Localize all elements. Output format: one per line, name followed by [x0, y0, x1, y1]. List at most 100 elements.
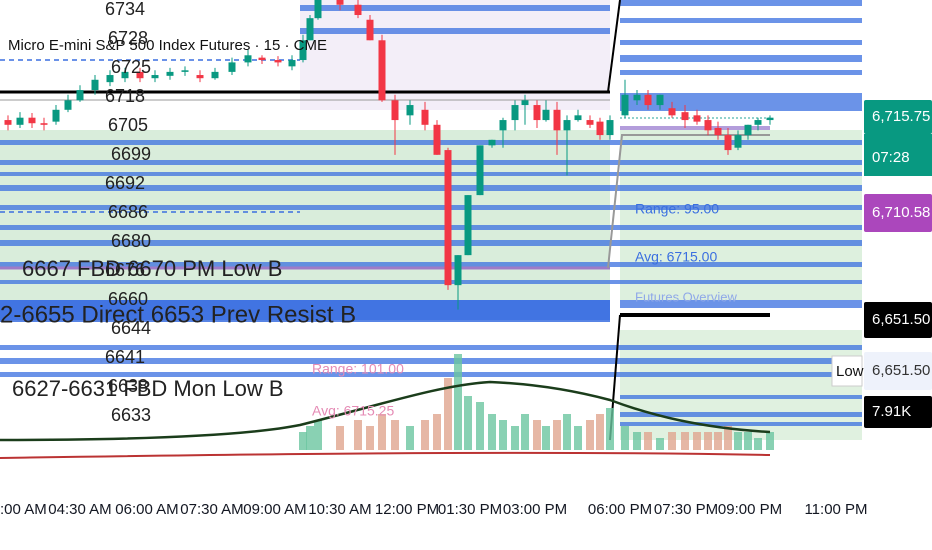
level-band: [620, 55, 862, 62]
candle-body: [421, 109, 429, 125]
level-band: [0, 280, 862, 284]
volume-bar: [299, 432, 307, 450]
candle-body: [196, 75, 204, 79]
level-label: 6718: [105, 86, 145, 106]
low-label-box: [831, 355, 863, 387]
level-band: [620, 422, 862, 426]
price-tag: [864, 100, 932, 134]
candle-body: [136, 71, 144, 79]
candle-body: [166, 71, 174, 76]
candle-body: [288, 60, 296, 67]
candle-body: [499, 120, 507, 131]
level-line: [607, 0, 621, 93]
zone-label: 6627-6631 FBD Mon Low B: [12, 376, 284, 401]
candle-body: [106, 75, 114, 83]
price-tag: [864, 396, 932, 428]
volume-bar: [488, 414, 496, 450]
time-label: 09:00 PM: [718, 501, 782, 518]
candle-body: [4, 120, 12, 125]
level-label: 6676: [105, 260, 145, 280]
candle-body: [354, 4, 362, 16]
volume-bar: [553, 420, 561, 450]
profile-stat: Range: 95.00: [635, 201, 719, 217]
time-label: 04:30 AM: [48, 501, 111, 518]
level-label: 6633: [111, 405, 151, 425]
price-tag: [864, 194, 932, 232]
candle-body: [121, 71, 129, 79]
candle-body: [91, 79, 99, 91]
volume-bar: [366, 426, 374, 450]
zone-label: 6667 FBD 6670 PM Low B: [22, 256, 282, 281]
volume-bar: [656, 438, 664, 450]
volume-bar: [454, 354, 462, 450]
candle-body: [511, 105, 519, 121]
candle-body: [444, 150, 452, 286]
candle-body: [693, 115, 701, 122]
zone-label: 2-6655 Direct 6653 Prev Resist B: [0, 301, 356, 328]
price-tag-text: 07:28: [872, 149, 910, 166]
volume-bar: [681, 432, 689, 450]
low-label: Low: [836, 363, 864, 380]
time-label: 01:30 PM: [438, 501, 502, 518]
chart-title: Micro E-mini S&P 500 Index Futures · 15 …: [8, 37, 327, 54]
volume-bar: [391, 420, 399, 450]
time-label: 07:30 AM: [180, 501, 243, 518]
level-label: 6638: [108, 376, 148, 396]
zone: [0, 130, 610, 300]
level-band: [620, 0, 862, 6]
level-band: [620, 70, 862, 75]
candle-body: [464, 195, 472, 256]
level-band: [620, 300, 862, 308]
candle-body: [314, 0, 322, 19]
candle-body: [644, 94, 652, 106]
level-label: 6728: [108, 28, 148, 48]
volume-bar: [464, 396, 472, 450]
volume-bar: [476, 402, 484, 450]
candle-body: [714, 127, 722, 136]
level-band: [0, 185, 862, 191]
level-label: 6644: [111, 318, 151, 338]
volume-bar: [766, 432, 774, 450]
volume-bar: [336, 426, 344, 450]
candle-body: [553, 109, 561, 131]
candle-body: [52, 109, 60, 122]
volume-bar: [533, 420, 541, 450]
time-label: 03:00 PM: [503, 501, 567, 518]
volume-bar: [574, 426, 582, 450]
volume-bar: [444, 378, 452, 450]
volume-bar: [596, 414, 604, 450]
candle-body: [64, 100, 72, 110]
candle-body: [744, 124, 752, 136]
candle-body: [563, 120, 571, 131]
candle-body: [16, 117, 24, 125]
level-band: [0, 172, 862, 176]
time-axis: [0, 470, 932, 550]
candle-body: [76, 90, 84, 101]
candle-body: [766, 117, 774, 121]
plot-background: [0, 0, 862, 441]
volume-bar: [406, 426, 414, 450]
candle-body: [488, 139, 496, 146]
candle-body: [754, 120, 762, 125]
candle-body: [533, 105, 541, 121]
volume-bar: [724, 426, 732, 450]
level-band: [620, 412, 862, 417]
level-band: [0, 240, 862, 246]
candle-body: [406, 105, 414, 116]
volume-bar: [704, 432, 712, 450]
level-band: [0, 372, 862, 377]
candle-body: [28, 117, 36, 124]
level-band: [0, 205, 862, 210]
volume-bar: [633, 432, 641, 450]
level-label: 6641: [105, 347, 145, 367]
candle-body: [391, 100, 399, 121]
volume-bar: [606, 408, 614, 450]
level-band: [0, 160, 862, 165]
level-band: [620, 395, 862, 399]
price-tag-text: 6,715.75: [872, 108, 930, 125]
level-label: 6686: [108, 202, 148, 222]
volume-bar: [644, 432, 652, 450]
